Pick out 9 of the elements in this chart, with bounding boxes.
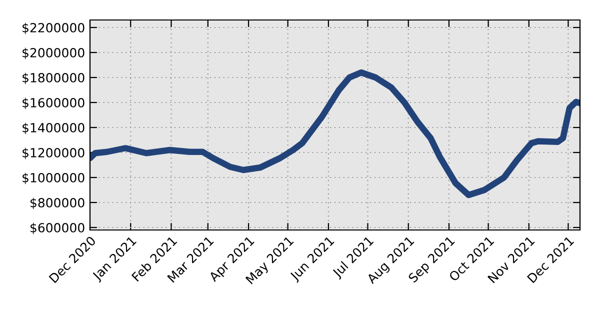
y-tick-label: $2200000 xyxy=(22,22,84,34)
y-tick-label: $1600000 xyxy=(22,98,84,110)
y-tick-label: $1000000 xyxy=(22,172,84,184)
y-tick-label: $1400000 xyxy=(22,122,84,134)
y-tick-label: $1200000 xyxy=(22,148,84,160)
y-tick-label: $2000000 xyxy=(22,48,84,60)
y-tick-label: $600000 xyxy=(30,222,84,234)
y-tick-label: $800000 xyxy=(30,198,84,210)
y-tick-label: $1800000 xyxy=(22,72,84,84)
